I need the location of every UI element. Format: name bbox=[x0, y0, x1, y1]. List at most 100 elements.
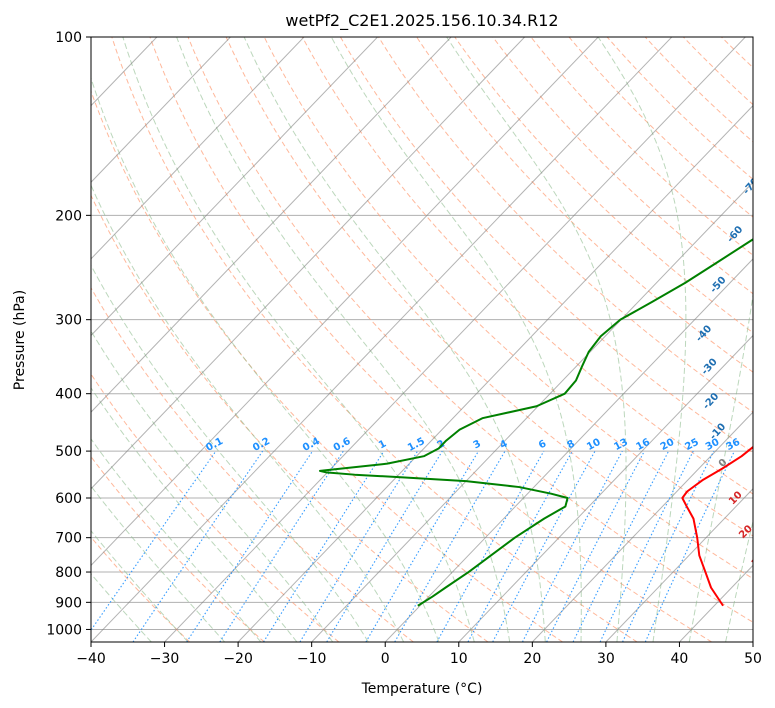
moist-adiabat-label: 40 bbox=[770, 583, 775, 601]
mixing-ratio-label: 3 bbox=[472, 438, 483, 451]
y-tick-label: 1000 bbox=[46, 622, 82, 638]
y-tick-label: 100 bbox=[55, 30, 82, 46]
mixing-ratio-label: 10 bbox=[585, 437, 602, 453]
x-axis-label: Temperature (°C) bbox=[361, 681, 483, 697]
dry-adiabat-label: -50 bbox=[708, 275, 728, 296]
x-tick-label: 0 bbox=[381, 651, 390, 667]
dry-adiabat-label: -60 bbox=[725, 224, 745, 245]
dry-adiabat-line bbox=[149, 37, 713, 642]
moist-adiabat-line bbox=[91, 264, 369, 642]
mixing-ratio-line bbox=[622, 450, 715, 642]
mixing-ratio-label: 6 bbox=[537, 438, 548, 451]
temperature-profile-line bbox=[681, 445, 753, 607]
dry-adiabat-line bbox=[732, 10, 775, 642]
y-tick-label: 600 bbox=[55, 491, 82, 507]
moist-adiabat-label: 10 bbox=[727, 490, 745, 508]
y-tick-label: 800 bbox=[55, 565, 82, 581]
mixing-ratio-label: 4 bbox=[498, 438, 509, 451]
isotherm-line bbox=[91, 37, 673, 642]
dry-adiabat-line bbox=[91, 455, 265, 642]
moist-adiabat-line bbox=[91, 76, 440, 642]
moist-adiabat-line bbox=[91, 387, 298, 642]
isotherm-line bbox=[91, 37, 232, 183]
mixing-ratio-line bbox=[521, 450, 623, 642]
mixing-ratio-line bbox=[132, 450, 264, 642]
isotherm-line bbox=[458, 334, 753, 642]
moist-adiabat-line bbox=[597, 37, 687, 642]
chart-title: wetPf2_C2E1.2025.156.10.34.R12 bbox=[285, 11, 558, 31]
isotherm-line bbox=[311, 181, 753, 642]
mixing-ratio-label: 1 bbox=[377, 438, 388, 451]
moist-adiabat-line bbox=[91, 530, 189, 642]
x-tick-label: 10 bbox=[450, 651, 468, 667]
isotherm-line bbox=[91, 37, 526, 490]
y-axis: 100 200 300 400 500 600 700 800 900 1000 bbox=[46, 30, 91, 638]
isotherm-line bbox=[752, 641, 753, 642]
x-tick-label: −10 bbox=[297, 651, 327, 667]
x-tick-label: 50 bbox=[744, 651, 762, 667]
isotherm-line bbox=[91, 37, 599, 567]
moist-adiabat-line bbox=[688, 291, 753, 642]
dewpoint-profile-line bbox=[318, 237, 753, 607]
dry-adiabat-line bbox=[568, 37, 753, 218]
y-tick-label: 200 bbox=[55, 208, 82, 224]
moist-adiabat-line bbox=[176, 37, 511, 642]
dry-adiabat-line bbox=[769, 10, 775, 642]
y-tick-label: 700 bbox=[55, 531, 82, 547]
x-tick-label: 30 bbox=[597, 651, 615, 667]
isotherm-line bbox=[91, 37, 305, 260]
y-tick-label: 900 bbox=[55, 595, 82, 611]
sounding-profiles bbox=[318, 237, 753, 607]
moist-adiabat-line bbox=[91, 573, 152, 642]
dry-adiabat-line bbox=[301, 37, 753, 495]
isotherm-line bbox=[531, 411, 753, 642]
plot-frame bbox=[90, 36, 754, 643]
isotherm-line bbox=[384, 258, 753, 642]
moist-adiabat-line bbox=[330, 37, 582, 642]
y-tick-label: 400 bbox=[55, 387, 82, 403]
dry-adiabat-line bbox=[187, 37, 753, 623]
mixing-ratio-line bbox=[599, 450, 694, 642]
moist-adiabat-line bbox=[91, 184, 405, 642]
moist-adiabat-line bbox=[91, 438, 262, 642]
dry-adiabats bbox=[91, 10, 775, 642]
mixing-ratio-line bbox=[326, 450, 443, 642]
mixing-ratio-lines bbox=[91, 450, 735, 642]
isotherm-line bbox=[164, 37, 747, 642]
mixing-ratio-line bbox=[365, 450, 479, 642]
dry-adiabat-line bbox=[91, 373, 340, 642]
x-tick-label: 40 bbox=[671, 651, 689, 667]
mixing-ratio-line bbox=[546, 450, 645, 642]
x-axis: −40 −30 −20 −10 0 10 20 30 40 50 bbox=[76, 642, 762, 667]
x-tick-label: −20 bbox=[223, 651, 253, 667]
mixing-ratio-line bbox=[644, 450, 735, 642]
mixing-ratio-line bbox=[186, 450, 314, 642]
isotherm-line bbox=[91, 37, 379, 337]
mixing-ratio-line bbox=[492, 450, 596, 642]
isotherms bbox=[91, 37, 753, 642]
mixing-ratio-label: 13 bbox=[612, 437, 629, 453]
dry-adiabat-line bbox=[377, 37, 753, 413]
moist-adiabat-label: 30 bbox=[750, 552, 768, 570]
dry-adiabat-line bbox=[492, 37, 753, 295]
dry-adiabat-line bbox=[91, 286, 414, 642]
dry-adiabat-label: -30 bbox=[700, 357, 720, 378]
moist-adiabat-line bbox=[91, 330, 334, 642]
mixing-ratio-line bbox=[467, 450, 573, 642]
dry-adiabat-line bbox=[454, 37, 753, 334]
mixing-ratio-line bbox=[91, 450, 217, 632]
mixing-ratio-label: 16 bbox=[635, 437, 652, 453]
mixing-ratio-line bbox=[299, 450, 419, 642]
dry-adiabat-line bbox=[91, 89, 563, 642]
dry-adiabat-line bbox=[225, 37, 753, 580]
dry-adiabat-line bbox=[91, 536, 191, 642]
mixing-ratio-line bbox=[263, 450, 385, 642]
dry-adiabat-line bbox=[111, 37, 638, 642]
mixing-ratio-line bbox=[394, 450, 506, 642]
isotherm-line bbox=[91, 37, 452, 413]
mixing-ratio-label: 8 bbox=[566, 438, 577, 451]
dry-adiabat-line bbox=[416, 37, 753, 373]
dry-adiabat-labels: -100-90-80-70-60-50-40-30-20-10 bbox=[694, 176, 753, 442]
